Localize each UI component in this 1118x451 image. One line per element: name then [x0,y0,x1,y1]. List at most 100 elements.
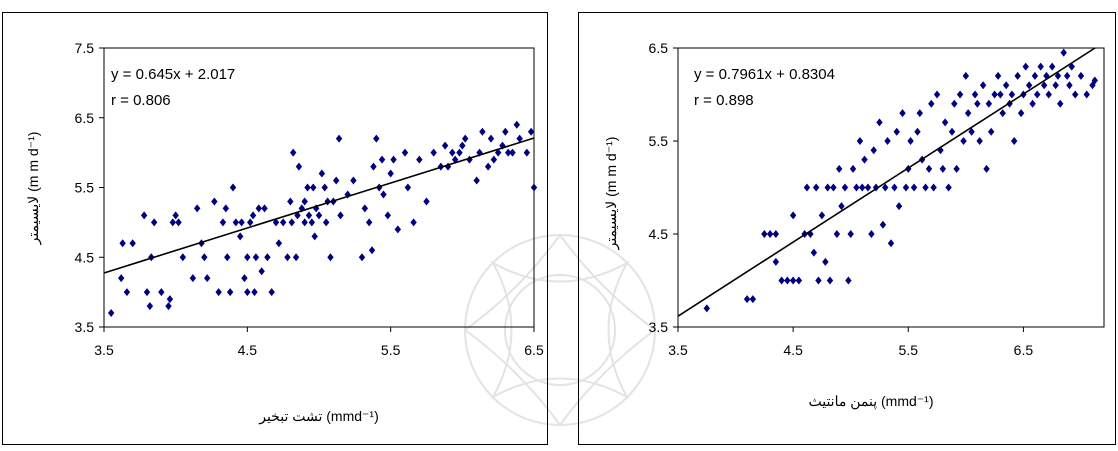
data-point [743,295,751,304]
data-point [423,197,430,206]
left-y-axis-label: لایسیمتر (m m d⁻¹) [25,132,42,246]
data-point [902,183,910,192]
data-point [789,276,797,285]
data-point [856,137,864,145]
data-point [930,183,937,192]
right-equation: y = 0.7961x + 0.8304 [694,66,835,83]
data-point [158,288,165,297]
data-point [964,109,972,118]
y-tick-label: 4.5 [649,226,669,242]
x-tick-label: 3.5 [668,342,688,358]
data-point [1002,81,1010,90]
x-tick-label: 4.5 [238,342,258,358]
data-point [311,232,318,241]
y-tick-label: 6.5 [75,110,95,126]
data-point [211,197,218,206]
data-point [290,148,297,157]
x-tick-label: 6.5 [1014,342,1034,358]
left-regression-line [103,137,535,274]
data-point [404,183,412,192]
data-point [321,183,328,192]
y-tick-label: 5.5 [649,133,669,149]
data-point [368,246,376,255]
data-point [327,253,334,262]
data-point [849,164,857,173]
data-point [462,134,469,143]
data-point [916,109,923,118]
data-point [841,183,849,192]
data-point [1017,109,1025,118]
data-point [891,183,898,192]
data-point [264,253,271,262]
data-point [244,253,251,262]
data-point [146,302,154,311]
data-point [513,120,520,129]
data-point [527,127,535,136]
data-point [845,276,852,285]
data-point [305,211,313,220]
data-point [358,253,366,262]
data-point [945,183,952,192]
data-point [333,176,340,185]
data-point [473,176,480,185]
data-point [1022,62,1029,71]
data-point [226,288,234,297]
data-point [295,162,303,171]
data-point [272,218,280,227]
data-point [401,148,409,157]
data-point [833,230,841,238]
data-point [268,288,275,297]
data-point [803,183,811,192]
data-point [373,134,380,143]
right-points [703,48,1098,313]
data-point [150,218,158,227]
left-plot-frame [103,47,535,328]
data-point [835,164,843,173]
left-equation: y = 0.645x + 2.017 [111,66,235,83]
data-point [830,183,837,192]
data-point [987,127,995,136]
data-point [189,274,197,283]
right-y-ticks: 3.5 4.5 5.5 6.5 [649,40,678,335]
data-point [983,164,990,173]
data-point [430,148,437,157]
data-point [939,164,947,173]
right-scatter-chart: 3.5 4.5 5.5 6.5 3.5 4.5 5.5 6.5 y = 0.7961x + … [603,40,1105,410]
data-point [766,230,774,238]
data-point [292,253,300,262]
data-point [279,218,287,227]
data-point [143,288,151,297]
data-point [772,230,780,238]
data-point [490,155,498,164]
y-tick-label: 5.5 [75,180,95,196]
y-tick-label: 3.5 [649,319,669,335]
data-point [933,90,941,99]
data-point [1008,90,1016,99]
data-point [516,134,523,143]
data-point [956,90,964,99]
data-point [509,148,516,157]
data-point [258,267,265,276]
data-point [479,127,486,136]
data-point [761,230,768,238]
data-point [222,204,230,213]
y-tick-label: 7.5 [75,40,95,56]
data-point [394,225,402,234]
data-point [1037,62,1044,71]
left-x-axis-label: تشت تبخیر (mmd⁻¹) [258,408,379,425]
data-point [870,146,877,155]
data-point [910,183,918,192]
data-point [795,276,803,285]
right-regression-line [677,47,1096,317]
data-point [1010,137,1018,145]
x-tick-label: 6.5 [524,342,544,358]
right-x-axis-label: پنمن مانتیث (mmd⁻¹) [808,393,933,410]
data-point [703,304,710,313]
data-point [502,127,509,136]
data-point [1066,81,1073,90]
data-point [236,232,244,241]
left-r-value: r = 0.806 [111,92,171,109]
data-point [387,169,394,178]
data-point [807,230,814,238]
data-point [974,99,981,108]
